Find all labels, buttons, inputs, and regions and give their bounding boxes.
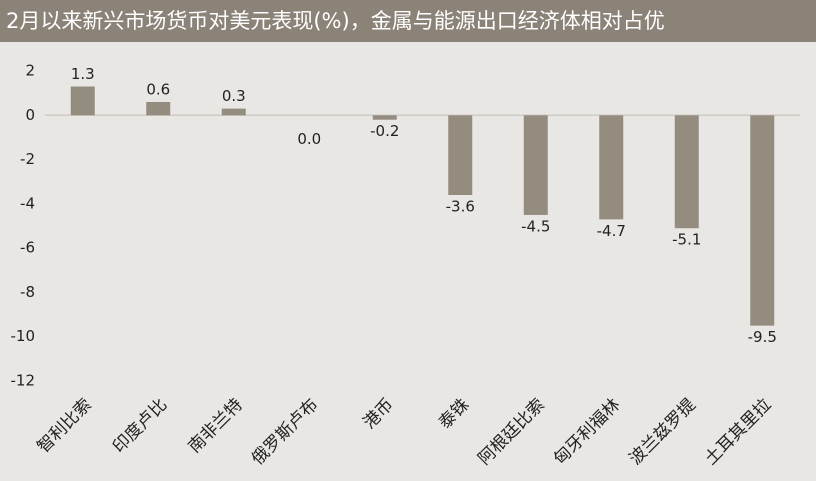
- data-label: -9.5: [748, 328, 777, 346]
- x-tick-label: 智利比索: [34, 395, 96, 457]
- x-tick-label: 南非兰特: [185, 395, 247, 457]
- x-tick-label: 港币: [360, 395, 398, 433]
- data-label: -3.6: [446, 198, 475, 216]
- bar: [523, 115, 548, 215]
- data-label: 0.3: [222, 87, 246, 105]
- y-tick-label: -4: [20, 194, 35, 212]
- y-tick-label: 0: [25, 106, 35, 124]
- x-tick-label: 土耳其里拉: [701, 395, 775, 469]
- data-label: -4.7: [597, 222, 626, 240]
- data-label: -0.2: [370, 122, 399, 140]
- y-tick-label: -12: [11, 372, 36, 390]
- y-tick-label: -8: [20, 283, 35, 301]
- bar: [372, 115, 397, 120]
- bar: [448, 115, 473, 195]
- bar: [221, 108, 246, 116]
- x-tick-label: 波兰兹罗提: [626, 395, 700, 469]
- bar: [750, 115, 775, 326]
- data-label: -4.5: [521, 217, 550, 235]
- data-label: 1.3: [71, 65, 95, 83]
- x-tick-label: 匈牙利福林: [550, 395, 624, 469]
- chart-title: 2月以来新兴市场货币对美元表现(%)，金属与能源出口经济体相对占优: [0, 0, 816, 42]
- chart: 2 0 -2 -4 -6 -8 -10 -12 智利比索 1.3 印度卢比 0.6 南非兰特 0.3 俄罗斯…: [11, 62, 800, 469]
- y-tick-label: -6: [20, 239, 35, 257]
- x-tick-label: 阿根廷比索: [475, 395, 549, 469]
- x-tick-label: 印度卢比: [109, 395, 171, 457]
- y-tick-label: -2: [20, 150, 35, 168]
- bar: [674, 115, 699, 229]
- x-tick-label: 俄罗斯卢布: [248, 395, 322, 469]
- bar: [599, 115, 624, 220]
- data-label: 0.6: [146, 81, 170, 99]
- data-label: -5.1: [672, 231, 701, 249]
- bar: [70, 86, 95, 116]
- y-tick-label: -10: [11, 327, 36, 345]
- bar: [146, 102, 171, 116]
- y-tick-label: 2: [25, 62, 35, 80]
- x-tick-label: 泰铢: [435, 395, 473, 433]
- data-label: 0.0: [297, 130, 321, 148]
